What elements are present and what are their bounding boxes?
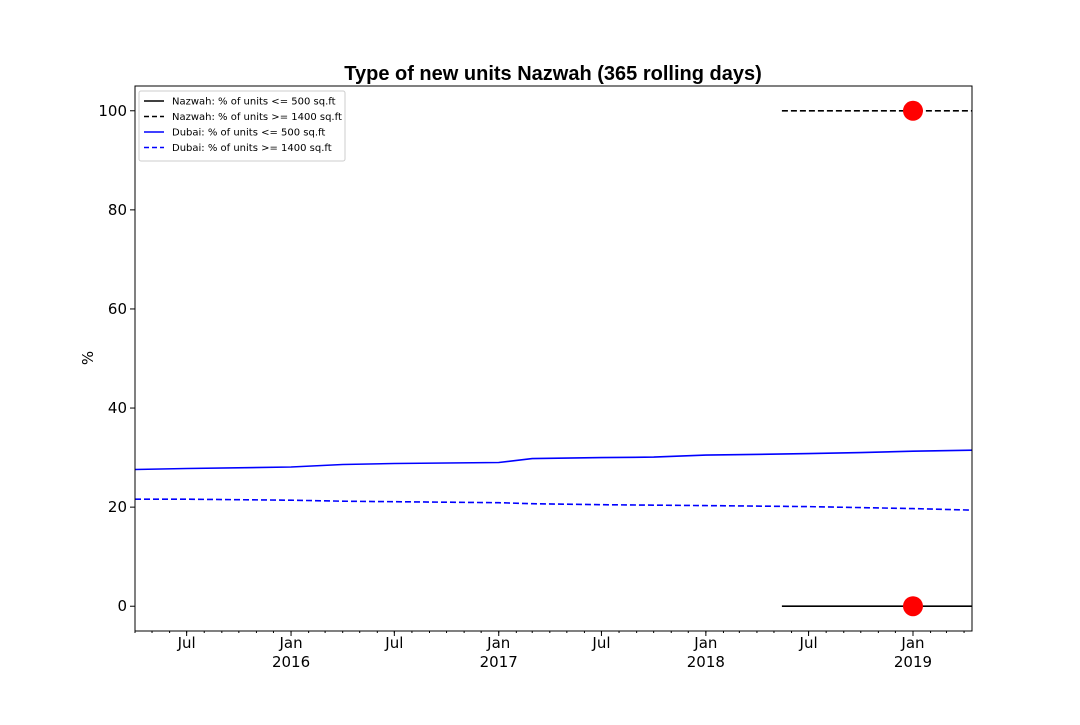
y-tick-label: 100 <box>98 102 127 120</box>
x-tick-label: Jul <box>799 634 818 652</box>
y-tick-label: 80 <box>108 201 127 219</box>
x-tick-label: Jul <box>177 634 196 652</box>
x-tick-year-label: 2017 <box>480 653 518 671</box>
chart-title: Type of new units Nazwah (365 rolling da… <box>344 63 761 85</box>
legend-label: Nazwah: % of units >= 1400 sq.ft <box>172 112 342 123</box>
marker-point-1 <box>902 100 923 121</box>
x-tick-year-label: 2016 <box>272 653 310 671</box>
y-tick-label: 20 <box>108 498 127 516</box>
y-tick-label: 40 <box>108 399 127 417</box>
plot-frame <box>134 85 973 632</box>
series-line-4 <box>135 498 972 511</box>
legend: Nazwah: % of units <= 500 sq.ft Nazwah: %… <box>138 90 346 162</box>
plot-area <box>135 100 972 617</box>
y-axis-label: % <box>79 351 97 365</box>
x-tick-label: Jan <box>693 634 717 652</box>
legend-label: Dubai: % of units <= 500 sq.ft <box>172 128 325 139</box>
x-tick-label: Jan <box>486 634 510 652</box>
x-tick-label: Jan <box>278 634 302 652</box>
x-tick-label: Jul <box>384 634 403 652</box>
legend-label: Dubai: % of units >= 1400 sq.ft <box>172 143 332 154</box>
x-tick-label: Jul <box>591 634 610 652</box>
legend-box <box>138 90 346 162</box>
x-tick-year-label: 2019 <box>894 653 932 671</box>
y-tick-label: 60 <box>108 300 127 318</box>
legend-label: Nazwah: % of units <= 500 sq.ft <box>172 97 336 108</box>
y-tick-label: 0 <box>117 597 127 615</box>
series-line-3 <box>135 449 972 471</box>
x-tick-year-label: 2018 <box>687 653 725 671</box>
x-tick-label: Jan <box>900 634 924 652</box>
marker-point-2 <box>902 596 923 617</box>
